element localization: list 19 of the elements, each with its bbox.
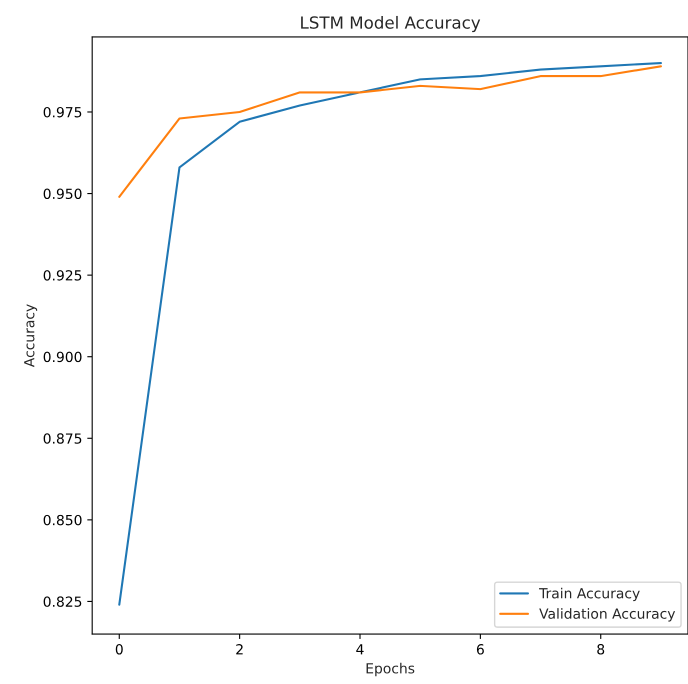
x-tick-label: 2 <box>236 644 243 654</box>
line-series <box>118 65 662 198</box>
y-tick-label: 0.900 <box>44 352 82 362</box>
x-tick-label: 0 <box>116 644 123 655</box>
x-tick-label: 8 <box>597 644 604 655</box>
legend-label: Train Accuracy <box>539 588 640 602</box>
x-axis-title: Epochs <box>366 662 414 676</box>
legend-label: Validation Accuracy <box>539 608 676 622</box>
x-tick-label: 6 <box>476 644 484 655</box>
y-tick-label: 0.875 <box>44 433 82 444</box>
chart-title: LSTM Model Accuracy <box>301 16 480 32</box>
y-tick-label: 0.950 <box>44 188 82 200</box>
y-tick-label: 0.825 <box>44 596 82 607</box>
y-tick-label: 0.975 <box>44 106 82 118</box>
y-tick-label: 0.925 <box>44 270 82 281</box>
x-tick-label: 4 <box>356 644 364 654</box>
line-series <box>118 62 662 606</box>
y-axis-title: Accuracy <box>24 304 38 368</box>
y-tick-label: 0.850 <box>44 514 82 526</box>
